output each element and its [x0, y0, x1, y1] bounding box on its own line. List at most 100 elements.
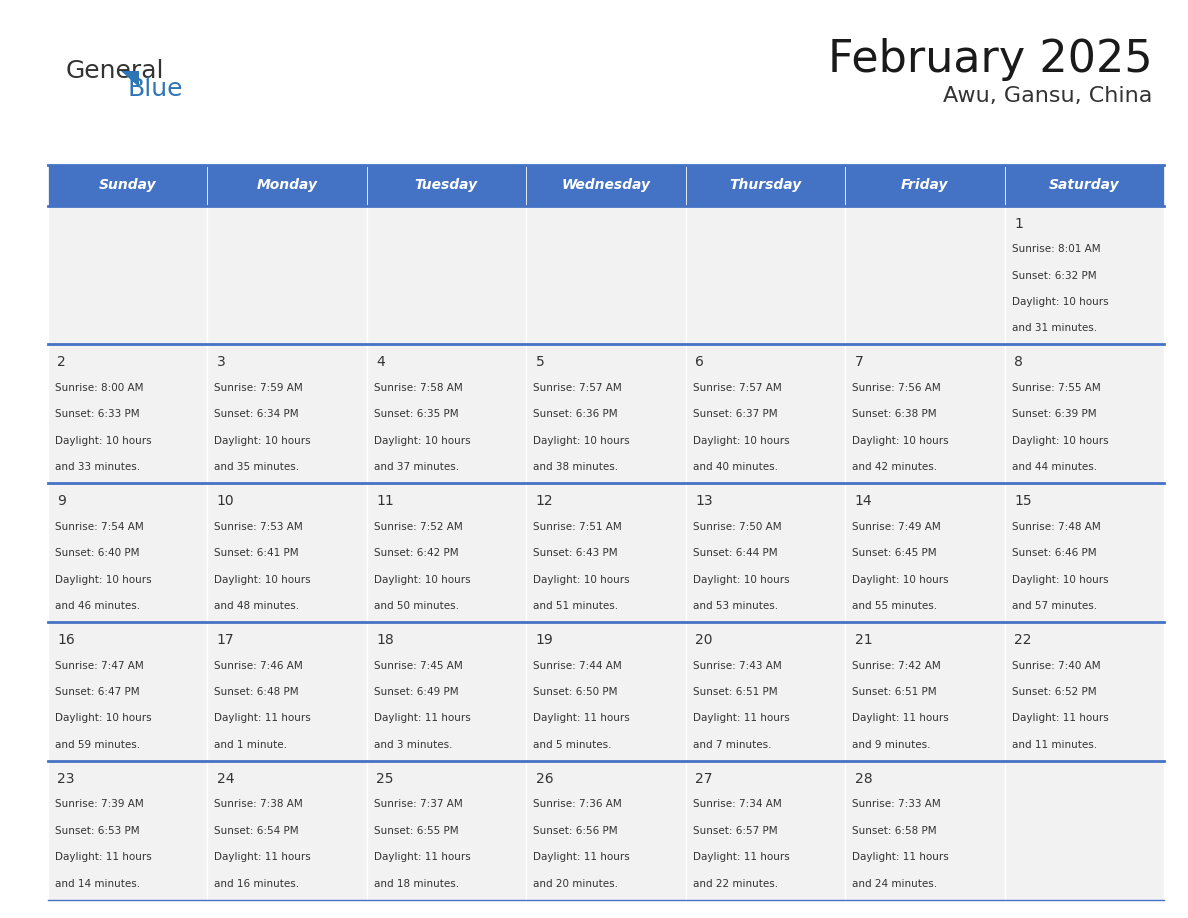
Bar: [685, 761, 845, 900]
Text: 7: 7: [854, 355, 864, 369]
Text: Sunrise: 7:48 AM: Sunrise: 7:48 AM: [1012, 521, 1100, 532]
Text: Sunset: 6:45 PM: Sunset: 6:45 PM: [852, 548, 937, 558]
Text: Daylight: 10 hours: Daylight: 10 hours: [1012, 436, 1108, 446]
Text: Sunset: 6:58 PM: Sunset: 6:58 PM: [852, 826, 937, 835]
Text: Sunset: 6:53 PM: Sunset: 6:53 PM: [55, 826, 139, 835]
Bar: [1005, 761, 1164, 900]
Text: Sunset: 6:32 PM: Sunset: 6:32 PM: [1012, 271, 1097, 281]
Text: Sunset: 6:47 PM: Sunset: 6:47 PM: [55, 687, 139, 697]
Bar: [367, 206, 526, 344]
Bar: [685, 165, 845, 206]
Text: Sunset: 6:57 PM: Sunset: 6:57 PM: [693, 826, 777, 835]
Text: 27: 27: [695, 772, 713, 786]
Text: Daylight: 11 hours: Daylight: 11 hours: [55, 852, 151, 862]
Text: Sunrise: 7:34 AM: Sunrise: 7:34 AM: [693, 800, 782, 810]
Text: and 16 minutes.: and 16 minutes.: [214, 879, 299, 889]
Text: and 48 minutes.: and 48 minutes.: [214, 601, 299, 610]
Text: 11: 11: [377, 494, 394, 509]
Text: and 57 minutes.: and 57 minutes.: [1012, 601, 1097, 610]
Text: Sunrise: 7:57 AM: Sunrise: 7:57 AM: [533, 383, 623, 393]
Text: Daylight: 10 hours: Daylight: 10 hours: [533, 575, 630, 585]
Text: and 7 minutes.: and 7 minutes.: [693, 740, 771, 750]
Bar: [1005, 206, 1164, 344]
Text: Daylight: 10 hours: Daylight: 10 hours: [55, 713, 151, 723]
Text: and 40 minutes.: and 40 minutes.: [693, 462, 778, 472]
Bar: [48, 483, 207, 622]
Text: Daylight: 10 hours: Daylight: 10 hours: [214, 575, 311, 585]
Bar: [845, 761, 1005, 900]
Bar: [367, 622, 526, 761]
Bar: [207, 206, 367, 344]
Text: Sunset: 6:39 PM: Sunset: 6:39 PM: [1012, 409, 1097, 420]
Text: and 50 minutes.: and 50 minutes.: [374, 601, 459, 610]
Bar: [685, 483, 845, 622]
Bar: [1005, 622, 1164, 761]
Text: Sunrise: 7:54 AM: Sunrise: 7:54 AM: [55, 521, 144, 532]
Text: Sunrise: 7:57 AM: Sunrise: 7:57 AM: [693, 383, 782, 393]
Text: and 46 minutes.: and 46 minutes.: [55, 601, 140, 610]
Text: Sunrise: 7:33 AM: Sunrise: 7:33 AM: [852, 800, 941, 810]
Text: Daylight: 11 hours: Daylight: 11 hours: [693, 852, 790, 862]
Text: Friday: Friday: [902, 178, 949, 193]
Text: and 1 minute.: and 1 minute.: [214, 740, 287, 750]
Text: Sunrise: 7:36 AM: Sunrise: 7:36 AM: [533, 800, 623, 810]
Text: General: General: [65, 59, 164, 83]
Text: 12: 12: [536, 494, 554, 509]
Text: 22: 22: [1015, 633, 1031, 647]
Text: and 14 minutes.: and 14 minutes.: [55, 879, 140, 889]
Text: Daylight: 11 hours: Daylight: 11 hours: [374, 713, 470, 723]
Bar: [526, 483, 685, 622]
Bar: [845, 165, 1005, 206]
Text: 2: 2: [57, 355, 65, 369]
Text: Sunrise: 7:59 AM: Sunrise: 7:59 AM: [214, 383, 303, 393]
Text: Sunset: 6:33 PM: Sunset: 6:33 PM: [55, 409, 139, 420]
Text: and 18 minutes.: and 18 minutes.: [374, 879, 459, 889]
Bar: [48, 622, 207, 761]
Text: Daylight: 11 hours: Daylight: 11 hours: [693, 713, 790, 723]
Bar: [845, 483, 1005, 622]
Text: Daylight: 10 hours: Daylight: 10 hours: [374, 575, 470, 585]
Text: Sunrise: 7:43 AM: Sunrise: 7:43 AM: [693, 661, 782, 670]
Text: and 42 minutes.: and 42 minutes.: [852, 462, 937, 472]
Text: Sunrise: 7:55 AM: Sunrise: 7:55 AM: [1012, 383, 1100, 393]
Text: 14: 14: [854, 494, 872, 509]
Text: 10: 10: [216, 494, 234, 509]
Text: Daylight: 11 hours: Daylight: 11 hours: [214, 852, 311, 862]
Bar: [367, 483, 526, 622]
Text: Sunrise: 7:50 AM: Sunrise: 7:50 AM: [693, 521, 782, 532]
Text: Sunrise: 8:01 AM: Sunrise: 8:01 AM: [1012, 244, 1100, 254]
Text: Daylight: 11 hours: Daylight: 11 hours: [374, 852, 470, 862]
Text: 24: 24: [216, 772, 234, 786]
Text: 1: 1: [1015, 217, 1023, 230]
Text: 23: 23: [57, 772, 75, 786]
Text: Sunset: 6:49 PM: Sunset: 6:49 PM: [374, 687, 459, 697]
Bar: [1005, 344, 1164, 483]
Text: 20: 20: [695, 633, 713, 647]
Bar: [48, 344, 207, 483]
Text: Daylight: 10 hours: Daylight: 10 hours: [693, 436, 789, 446]
Text: Daylight: 11 hours: Daylight: 11 hours: [533, 713, 630, 723]
Text: Sunset: 6:41 PM: Sunset: 6:41 PM: [214, 548, 299, 558]
Text: Sunset: 6:44 PM: Sunset: 6:44 PM: [693, 548, 777, 558]
Text: Sunset: 6:42 PM: Sunset: 6:42 PM: [374, 548, 459, 558]
Text: Thursday: Thursday: [729, 178, 802, 193]
Text: and 22 minutes.: and 22 minutes.: [693, 879, 778, 889]
Text: Daylight: 10 hours: Daylight: 10 hours: [1012, 297, 1108, 307]
Bar: [1005, 483, 1164, 622]
Text: 8: 8: [1015, 355, 1023, 369]
Bar: [685, 206, 845, 344]
Text: Sunrise: 7:39 AM: Sunrise: 7:39 AM: [55, 800, 144, 810]
Text: Sunrise: 7:46 AM: Sunrise: 7:46 AM: [214, 661, 303, 670]
Text: Sunset: 6:34 PM: Sunset: 6:34 PM: [214, 409, 299, 420]
Bar: [48, 761, 207, 900]
Text: and 37 minutes.: and 37 minutes.: [374, 462, 459, 472]
Text: Daylight: 11 hours: Daylight: 11 hours: [852, 852, 949, 862]
Text: Sunset: 6:35 PM: Sunset: 6:35 PM: [374, 409, 459, 420]
Text: 13: 13: [695, 494, 713, 509]
Bar: [845, 206, 1005, 344]
Text: Sunset: 6:46 PM: Sunset: 6:46 PM: [1012, 548, 1097, 558]
Text: Daylight: 11 hours: Daylight: 11 hours: [852, 713, 949, 723]
Text: 9: 9: [57, 494, 65, 509]
Text: Daylight: 11 hours: Daylight: 11 hours: [533, 852, 630, 862]
Text: and 44 minutes.: and 44 minutes.: [1012, 462, 1097, 472]
